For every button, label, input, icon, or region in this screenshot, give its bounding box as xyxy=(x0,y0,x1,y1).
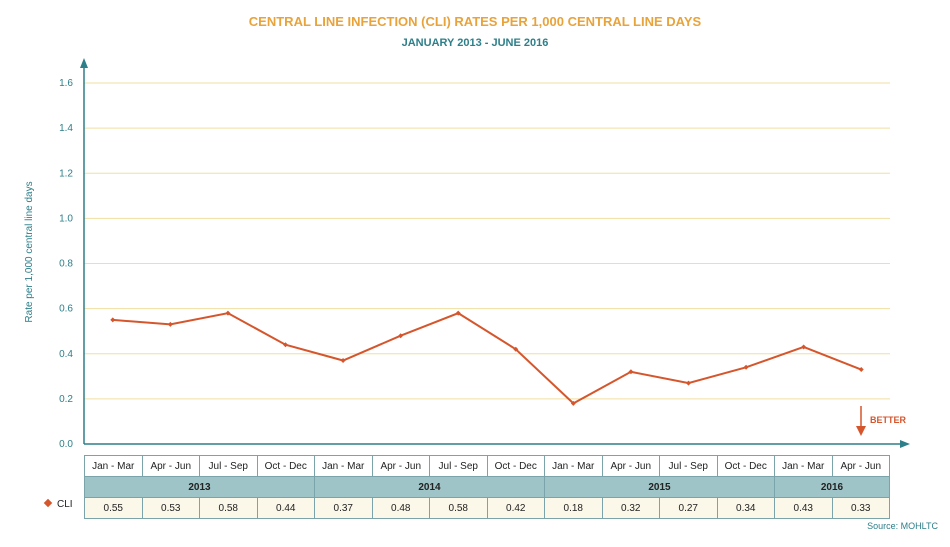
data-label: 0.58 xyxy=(199,497,258,519)
y-axis-label: Rate per 1,000 central line days xyxy=(24,181,35,322)
y-tick-label: 0.0 xyxy=(59,439,73,450)
data-point xyxy=(628,369,634,375)
data-label: 0.34 xyxy=(716,497,775,519)
data-label: 0.33 xyxy=(831,497,890,519)
x-tick-label: Apr - Jun xyxy=(601,455,660,477)
year-label: 2013 xyxy=(84,476,315,498)
series-line-cli xyxy=(112,312,862,405)
chart-title: CENTRAL LINE INFECTION (CLI) RATES PER 1… xyxy=(248,14,702,29)
data-label: 0.53 xyxy=(141,497,200,519)
data-point xyxy=(167,321,173,327)
data-label: 0.18 xyxy=(544,497,603,519)
x-tick-label: Jan - Mar xyxy=(314,455,373,477)
value-row: 0.55 0.53 0.58 0.44 0.37 0.48 0.58 0.42 0.18 0.32… xyxy=(84,497,890,519)
diamond-marker-icon xyxy=(43,498,53,508)
y-tick-label: 0.4 xyxy=(59,349,73,360)
year-label: 2016 xyxy=(774,476,890,498)
y-tick-label: 0.8 xyxy=(59,259,73,270)
x-tick-label: Oct - Dec xyxy=(716,455,775,477)
quarter-row: Jan - Mar Apr - Jun Jul - Sep Oct - Dec Jan … xyxy=(84,455,890,477)
better-label: BETTER xyxy=(870,415,907,425)
x-tick-label: Jul - Sep xyxy=(429,455,488,477)
data-label: 0.44 xyxy=(256,497,315,519)
data-point xyxy=(513,346,519,352)
data-point xyxy=(340,358,346,364)
category-table: Jan - Mar Apr - Jun Jul - Sep Oct - Dec Jan … xyxy=(84,455,890,519)
x-tick-label: Apr - Jun xyxy=(141,455,200,477)
x-tick-label: Jan - Mar xyxy=(544,455,603,477)
data-point xyxy=(801,344,807,350)
data-label: 0.48 xyxy=(371,497,430,519)
x-tick-label: Oct - Dec xyxy=(486,455,545,477)
y-tick-label: 0.6 xyxy=(59,304,73,315)
data-label: 0.55 xyxy=(84,497,143,519)
chart-subtitle: JANUARY 2013 - JUNE 2016 xyxy=(401,37,549,49)
down-arrow-icon xyxy=(856,426,866,436)
data-point xyxy=(283,342,288,348)
data-label: 0.58 xyxy=(429,497,488,519)
data-label: 0.42 xyxy=(486,497,545,519)
y-axis-arrow xyxy=(80,58,88,68)
gridlines xyxy=(84,82,890,400)
data-point xyxy=(110,317,116,323)
x-tick-label: Apr - Jun xyxy=(371,455,430,477)
data-label: 0.32 xyxy=(601,497,660,519)
y-tick-label: 1.0 xyxy=(59,213,73,224)
data-point xyxy=(570,400,576,406)
x-tick-label: Apr - Jun xyxy=(831,455,890,477)
y-tick-label: 1.2 xyxy=(59,168,73,179)
x-tick-label: Jan - Mar xyxy=(84,455,143,477)
data-point xyxy=(686,380,691,386)
legend-label: CLI xyxy=(57,499,73,510)
year-label: 2015 xyxy=(544,476,775,498)
x-axis-arrow xyxy=(900,440,910,448)
data-point xyxy=(225,310,231,316)
legend-item-cli: CLI xyxy=(43,498,73,510)
series-cli xyxy=(110,310,864,406)
data-point xyxy=(858,367,864,373)
y-tick-label: 1.6 xyxy=(59,78,73,89)
axes xyxy=(80,58,910,448)
data-point xyxy=(455,310,461,316)
data-label: 0.37 xyxy=(314,497,373,519)
data-point xyxy=(743,364,749,370)
year-label: 2014 xyxy=(314,476,545,498)
y-tick-label: 1.4 xyxy=(59,123,73,134)
year-row: 2013 2014 2015 2016 xyxy=(84,476,890,498)
data-point xyxy=(398,333,404,339)
x-tick-label: Oct - Dec xyxy=(256,455,315,477)
x-tick-label: Jul - Sep xyxy=(659,455,718,477)
y-axis-ticks: 0.0 0.2 0.4 0.6 0.8 1.0 1.2 1.4 1.6 xyxy=(59,78,73,450)
data-label: 0.27 xyxy=(659,497,718,519)
y-tick-label: 0.2 xyxy=(59,394,73,405)
data-label: 0.43 xyxy=(774,497,833,519)
x-tick-label: Jan - Mar xyxy=(774,455,833,477)
x-tick-label: Jul - Sep xyxy=(199,455,258,477)
better-indicator: BETTER xyxy=(856,406,907,436)
source-note: Source: MOHLTC xyxy=(867,521,938,531)
